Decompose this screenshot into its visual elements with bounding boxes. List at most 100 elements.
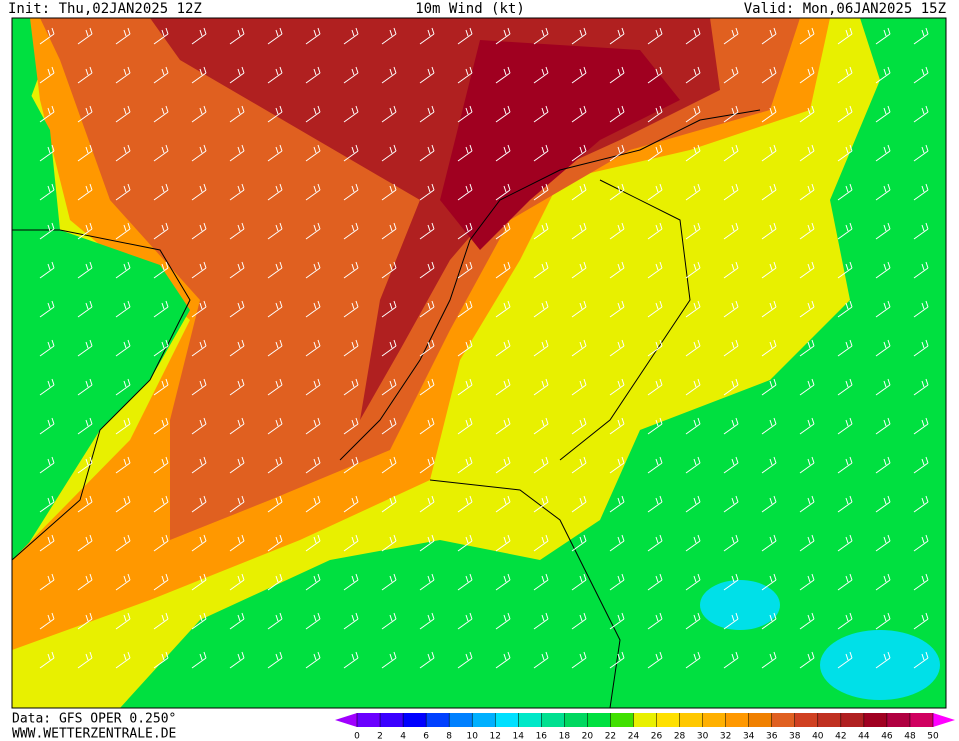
wind-barb (875, 456, 891, 474)
wind-barb (115, 66, 131, 84)
wind-barb (39, 105, 55, 123)
wind-barb (723, 534, 739, 552)
colorbar-arrow (335, 713, 357, 727)
wind-barb (229, 378, 245, 396)
wind-barb (837, 27, 853, 45)
wind-barb (457, 456, 473, 474)
colorbar-swatch (403, 713, 427, 727)
wind-barb (457, 378, 473, 396)
wind-barb (533, 222, 549, 240)
wind-barb (419, 105, 435, 123)
wind-barb (229, 417, 245, 435)
colorbar-swatch (748, 713, 773, 727)
wind-barb (761, 417, 777, 435)
colorbar-swatch (541, 713, 565, 727)
wind-barb (457, 261, 473, 279)
wind-barb (381, 339, 397, 357)
wind-barb (495, 66, 511, 84)
wind-barb (495, 183, 511, 201)
wind-barb (305, 222, 321, 240)
wind-barb (533, 495, 549, 513)
colorbar-swatch (610, 713, 634, 727)
wind-barb (609, 534, 625, 552)
wind-barb (267, 183, 283, 201)
colorbar-label: 26 (651, 732, 663, 741)
wind-barb (647, 222, 663, 240)
wind-barb (191, 27, 207, 45)
wind-barb (647, 105, 663, 123)
wind-barb (723, 378, 739, 396)
wind-barb (457, 222, 473, 240)
wind-barb (419, 222, 435, 240)
wind-barb (229, 612, 245, 630)
wind-barbs (39, 27, 929, 669)
wind-barb (571, 105, 587, 123)
wind-barb (533, 339, 549, 357)
colorbar-label: 48 (904, 732, 916, 741)
wind-barb (153, 222, 169, 240)
colorbar-label: 16 (536, 732, 548, 741)
wind-barb (229, 105, 245, 123)
wind-barb (609, 612, 625, 630)
wind-barb (913, 261, 929, 279)
wind-barb (723, 456, 739, 474)
wind-barb (761, 222, 777, 240)
wind-barb (115, 261, 131, 279)
wind-barb (913, 612, 929, 630)
wind-barb (533, 534, 549, 552)
wind-barb (305, 651, 321, 669)
colorbar-label: 42 (835, 732, 846, 741)
wind-barb (685, 573, 701, 591)
wind-barb (39, 612, 55, 630)
colorbar-label: 20 (582, 732, 594, 741)
wind-barb (305, 261, 321, 279)
wind-barb (913, 651, 929, 669)
wind-barb (267, 417, 283, 435)
wind-barb (533, 378, 549, 396)
wind-barb (305, 534, 321, 552)
colorbar-label: 46 (881, 732, 893, 741)
wind-barb (913, 300, 929, 318)
coastline (339, 109, 761, 461)
wind-barb (191, 183, 207, 201)
colorbar-label: 44 (858, 732, 870, 741)
wind-barb (305, 495, 321, 513)
wind-barb (229, 495, 245, 513)
wind-barb (685, 27, 701, 45)
colorbar-swatch (863, 713, 888, 727)
colorbar-label: 32 (720, 732, 731, 741)
wind-barb (495, 651, 511, 669)
wind-barb (343, 27, 359, 45)
wind-barb (571, 66, 587, 84)
wind-barb (609, 222, 625, 240)
colorbar-label: 34 (743, 732, 755, 741)
wind-barb (533, 105, 549, 123)
wind-barb (837, 651, 853, 669)
colorbar-swatch (357, 713, 381, 727)
wind-barb (153, 261, 169, 279)
wind-barb (191, 105, 207, 123)
colorbar-swatch (633, 713, 658, 727)
wind-barb (761, 495, 777, 513)
wind-barb (419, 651, 435, 669)
wind-barb (305, 300, 321, 318)
wind-barb (457, 183, 473, 201)
wind-barb (153, 66, 169, 84)
wind-barb (533, 612, 549, 630)
wind-barb (647, 612, 663, 630)
colorbar-swatch (564, 713, 588, 727)
wind-barb (761, 183, 777, 201)
wind-barb (191, 144, 207, 162)
wind-barb (647, 261, 663, 279)
wind-barb (571, 339, 587, 357)
wind-barb (799, 66, 815, 84)
wind-barb (799, 573, 815, 591)
wind-barb (875, 144, 891, 162)
wind-barb (571, 27, 587, 45)
coastline (11, 229, 191, 561)
wind-barb (191, 534, 207, 552)
wind-barb (381, 378, 397, 396)
colorbar-swatch (449, 713, 473, 727)
wind-barb (77, 300, 93, 318)
